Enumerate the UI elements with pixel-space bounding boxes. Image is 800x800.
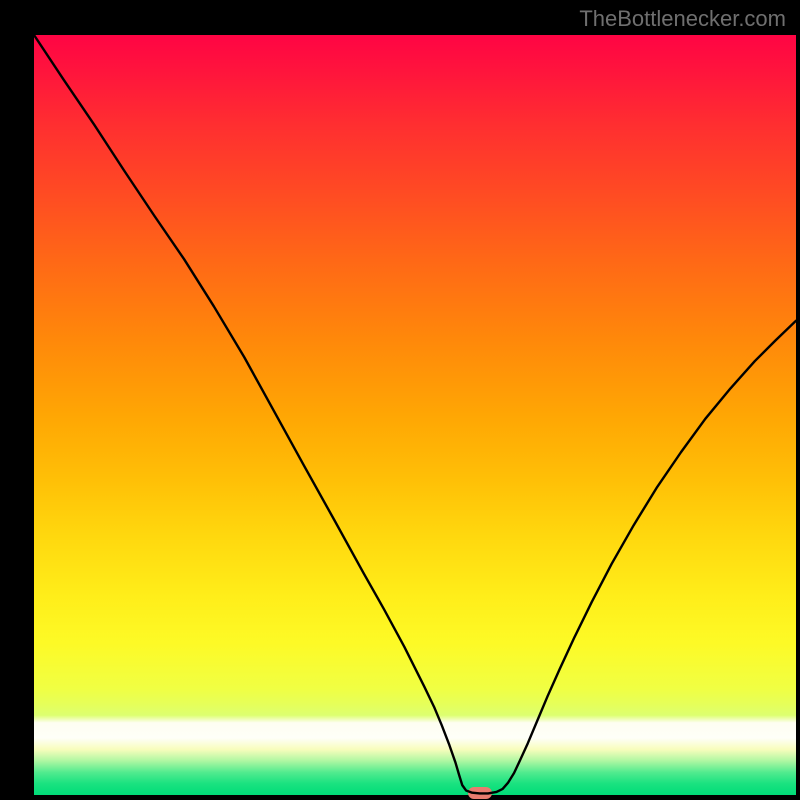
source-label: TheBottlenecker.com xyxy=(579,6,786,32)
chart-frame: TheBottlenecker.com xyxy=(0,0,800,800)
plot-area xyxy=(34,35,796,795)
bottleneck-curve xyxy=(34,35,796,795)
